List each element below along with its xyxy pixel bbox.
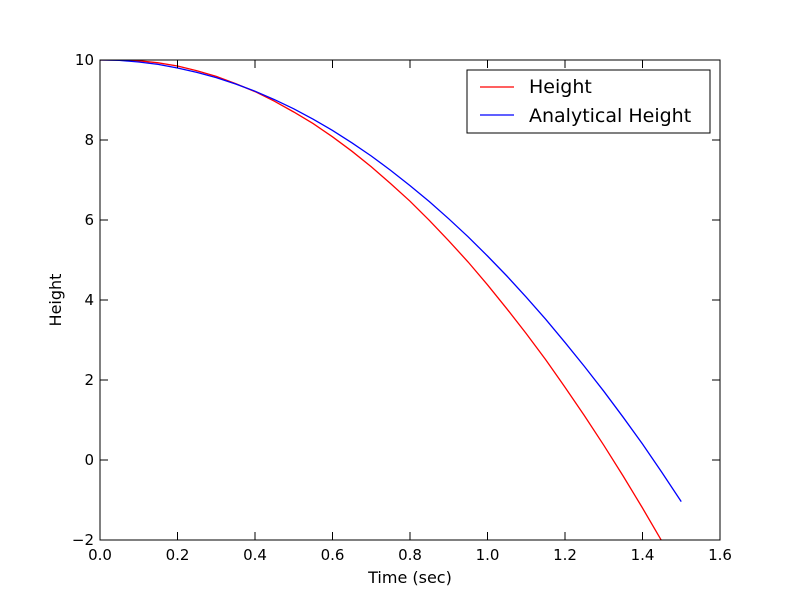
legend: Height Analytical Height bbox=[466, 69, 711, 134]
x-tick-label: 0.6 bbox=[321, 546, 345, 564]
x-axis-label: Time (sec) bbox=[367, 568, 452, 587]
series-line-height bbox=[100, 60, 662, 540]
legend-label-height: Height bbox=[529, 76, 592, 98]
x-tick-label: 0.4 bbox=[243, 546, 267, 564]
x-tick-label: 1.6 bbox=[708, 546, 732, 564]
legend-box bbox=[466, 69, 711, 134]
x-tick-label: 1.2 bbox=[553, 546, 577, 564]
y-tick-label: 6 bbox=[84, 211, 94, 229]
legend-label-analytical-height: Analytical Height bbox=[529, 105, 691, 127]
x-axis-ticks: 0.0 0.2 0.4 0.6 0.8 1.0 1.2 1.4 1.6 bbox=[88, 60, 732, 564]
y-tick-label: −2 bbox=[72, 531, 94, 549]
x-tick-label: 0.0 bbox=[88, 546, 112, 564]
series-line-analytical-height bbox=[100, 60, 682, 502]
y-tick-label: 2 bbox=[84, 371, 94, 389]
plot-lines bbox=[100, 60, 682, 540]
x-tick-label: 1.0 bbox=[476, 546, 500, 564]
y-tick-label: 4 bbox=[84, 291, 94, 309]
x-tick-label: 0.8 bbox=[398, 546, 422, 564]
y-tick-label: 8 bbox=[84, 131, 94, 149]
y-tick-label: 0 bbox=[84, 451, 94, 469]
y-tick-label: 10 bbox=[75, 51, 94, 69]
y-axis-ticks: −2 0 2 4 6 8 10 bbox=[72, 51, 720, 549]
x-tick-label: 1.4 bbox=[631, 546, 655, 564]
y-axis-label: Height bbox=[46, 274, 65, 327]
x-tick-label: 0.2 bbox=[166, 546, 190, 564]
